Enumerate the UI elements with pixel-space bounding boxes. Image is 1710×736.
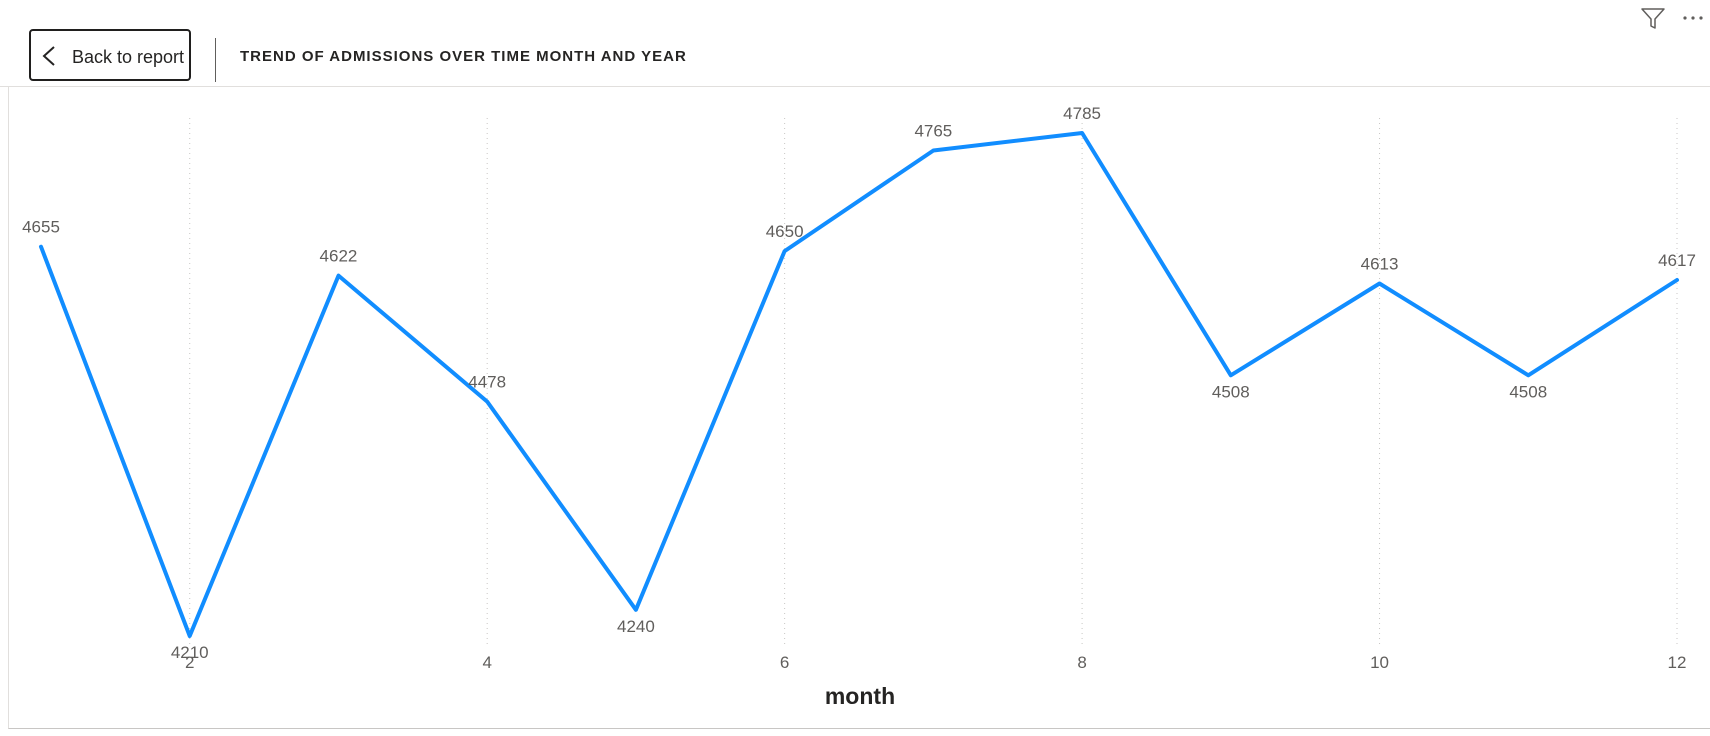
chevron-left-icon xyxy=(42,46,55,66)
x-axis-title: month xyxy=(825,683,895,709)
x-tick-label: 4 xyxy=(482,653,491,672)
data-label: 4210 xyxy=(171,643,209,662)
header-bar: Back to report TREND OF ADMISSIONS OVER … xyxy=(0,0,1710,87)
data-label: 4478 xyxy=(468,373,506,392)
chart-frame xyxy=(8,87,1710,729)
back-to-report-label: Back to report xyxy=(72,47,185,67)
x-axis-ticks: 2 4 6 8 10 12 xyxy=(185,653,1686,672)
x-tick-label: 2 xyxy=(185,653,194,672)
data-label: 4240 xyxy=(617,617,655,636)
data-label: 4622 xyxy=(320,247,358,266)
header-divider xyxy=(215,38,216,82)
series-line[interactable] xyxy=(39,131,1679,638)
gridlines xyxy=(189,118,1678,648)
data-label: 4617 xyxy=(1658,251,1696,270)
data-labels: 4655 4210 4622 4478 4240 4650 4765 4785 4508 4613… xyxy=(22,104,1696,662)
data-label: 4785 xyxy=(1063,104,1101,123)
filter-icon[interactable] xyxy=(1640,5,1666,31)
visual-title: TREND OF ADMISSIONS OVER TIME MONTH AND … xyxy=(240,48,687,65)
data-label: 4508 xyxy=(1509,382,1547,401)
x-tick-label: 8 xyxy=(1077,653,1086,672)
series-line-layer xyxy=(39,131,1679,638)
data-label: 4765 xyxy=(914,121,952,140)
x-tick-label: 6 xyxy=(780,653,789,672)
data-label: 4650 xyxy=(766,222,804,241)
data-label: 4508 xyxy=(1212,382,1250,401)
x-tick-label: 10 xyxy=(1370,653,1389,672)
data-label: 4655 xyxy=(22,218,60,237)
x-tick-label: 12 xyxy=(1668,653,1687,672)
back-to-report-button[interactable]: Back to report xyxy=(29,29,191,81)
data-label: 4613 xyxy=(1361,254,1399,273)
more-options-icon[interactable] xyxy=(1680,5,1706,31)
